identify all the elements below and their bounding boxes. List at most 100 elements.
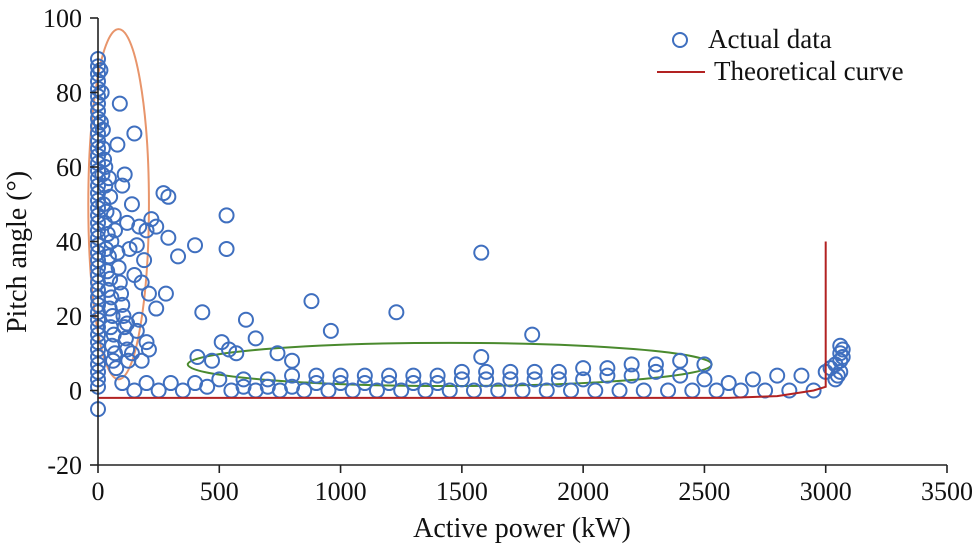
data-point [126,382,143,399]
legend-label-actual: Actual data [708,24,832,54]
data-point [100,170,117,187]
data-point [199,378,216,395]
y-tick-label: 0 [69,377,82,406]
data-point [429,367,446,384]
data-point [524,326,541,343]
data-point [672,352,689,369]
data-point [102,270,119,287]
data-point [405,367,422,384]
data-point [259,371,276,388]
data-point [623,367,640,384]
data-point [103,289,120,306]
data-point [720,375,737,392]
data-point [218,207,235,224]
data-point [635,382,652,399]
x-tick-label: 3000 [800,477,852,506]
data-point [453,363,470,380]
data-point [672,367,689,384]
data-point [322,322,339,339]
data-point [119,341,136,358]
y-tick-label: 60 [56,153,82,182]
data-point [708,382,725,399]
x-tick-label: 2000 [557,477,609,506]
data-point [157,285,174,302]
data-point [138,222,155,239]
data-point [116,166,133,183]
x-tick-label: 500 [200,477,239,506]
data-point [247,382,264,399]
data-point [303,293,320,310]
data-point [237,311,254,328]
data-point [108,360,125,377]
data-point [96,151,113,168]
data-point [223,382,240,399]
y-axis-title: Pitch angle (°) [2,171,33,333]
data-point [793,367,810,384]
data-point [94,121,111,138]
data-point [114,177,131,194]
data-point [502,371,519,388]
data-point [187,237,204,254]
data-point [140,341,157,358]
series-actual-data [90,50,851,418]
data-point [526,363,543,380]
data-point [296,382,313,399]
data-point [356,367,373,384]
y-tick-label: 100 [43,4,82,33]
x-tick-label: 3500 [921,477,973,506]
data-point [647,356,664,373]
legend: Actual data Theoretical curve [657,24,904,86]
data-point [284,352,301,369]
data-point [194,304,211,321]
data-point [174,382,191,399]
data-point [769,367,786,384]
x-tick-label: 2500 [678,477,730,506]
data-point [247,330,264,347]
data-point [115,308,132,324]
data-point [211,371,228,388]
data-point [189,348,206,365]
data-point [114,296,131,313]
data-point [106,222,123,239]
data-point [575,371,592,388]
data-point [155,185,172,202]
data-point [150,382,167,399]
data-point [599,367,616,384]
data-point [429,375,446,392]
data-point [162,375,179,392]
data-point [235,371,252,388]
data-point [136,252,153,269]
data-point [478,363,495,380]
data-point [732,382,749,399]
data-point [381,367,398,384]
data-point [308,375,325,392]
data-point [140,285,157,302]
data-point [92,62,109,79]
y-tick-label: -20 [47,451,82,480]
data-point [160,229,177,246]
data-point [284,367,301,384]
data-point [744,371,761,388]
data-point [228,345,245,362]
data-point [453,371,470,388]
data-point [148,300,165,317]
data-point [99,263,116,280]
x-tick-label: 1000 [315,477,367,506]
data-point [271,382,288,399]
data-point [696,371,713,388]
data-point [550,371,567,388]
data-point [133,274,150,291]
data-point [344,382,361,399]
data-point [832,345,849,362]
data-point [113,285,130,302]
data-point [834,341,851,358]
y-tick-label: 40 [56,228,82,257]
data-point [599,360,616,377]
data-point [829,367,846,384]
x-axis-title: Active power (kW) [413,513,631,544]
data-point [684,382,701,399]
data-point [123,196,140,213]
data-point [218,240,235,257]
x-tick-label: 0 [92,477,105,506]
